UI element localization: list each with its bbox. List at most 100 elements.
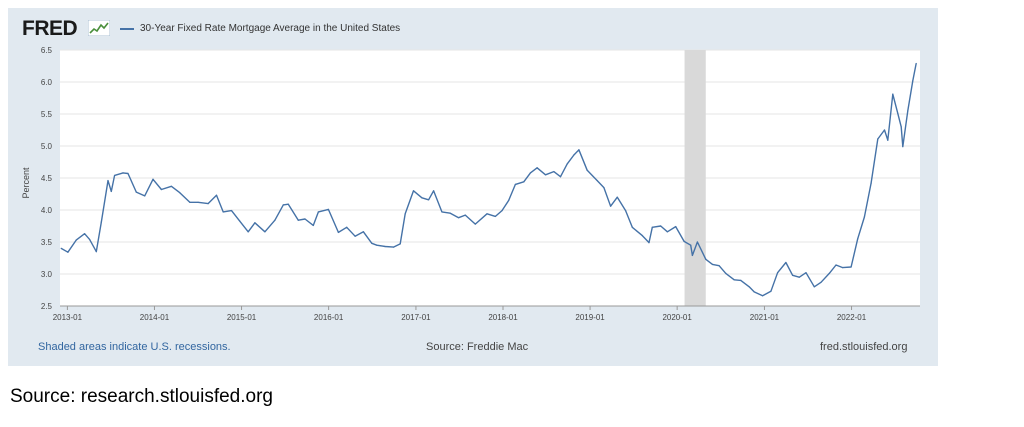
legend-swatch — [120, 27, 134, 30]
data-point — [412, 190, 415, 192]
data-point — [641, 235, 643, 237]
data-point — [254, 222, 256, 224]
data-point — [651, 226, 653, 228]
y-tick-label: 3.5 — [41, 238, 53, 247]
y-tick-label: 3.0 — [41, 270, 53, 279]
data-point — [449, 212, 451, 214]
x-tick-label: 2020-01 — [662, 313, 692, 322]
data-point — [421, 197, 423, 199]
data-point — [536, 167, 538, 169]
data-point — [404, 213, 406, 215]
data-point — [912, 80, 914, 82]
data-point — [725, 272, 727, 274]
data-point — [915, 62, 917, 65]
data-point — [392, 246, 395, 248]
data-point — [371, 242, 373, 244]
data-point — [675, 226, 677, 228]
data-point — [573, 154, 575, 156]
data-point — [127, 172, 129, 175]
data-point — [230, 210, 233, 212]
x-tick-label: 2019-01 — [575, 313, 605, 322]
y-tick-label: 5.5 — [41, 110, 53, 119]
data-point — [842, 267, 844, 269]
data-point — [596, 179, 598, 182]
data-point — [486, 213, 488, 215]
data-point — [152, 178, 154, 180]
data-point — [67, 251, 69, 253]
data-point — [144, 195, 146, 197]
fred-chart-icon — [88, 20, 110, 36]
data-point — [740, 279, 742, 281]
data-point — [805, 272, 807, 274]
data-point — [297, 219, 299, 221]
data-point — [553, 171, 555, 173]
data-point — [337, 231, 339, 233]
data-point — [625, 210, 627, 212]
data-point — [863, 216, 866, 218]
chart-panel: FRED 30-Year Fixed Rate Mortgage Average… — [8, 8, 938, 366]
data-point — [95, 251, 97, 253]
data-point — [850, 266, 852, 268]
data-point — [696, 241, 699, 243]
data-point — [215, 194, 218, 196]
y-axis-label: Percent — [21, 167, 31, 199]
data-point — [523, 181, 525, 183]
data-point — [464, 214, 466, 216]
data-point — [776, 272, 779, 274]
data-point — [458, 217, 460, 219]
data-point — [264, 231, 266, 233]
data-point — [609, 205, 612, 207]
data-point — [514, 183, 517, 185]
data-point — [798, 276, 800, 278]
fred-logo[interactable]: FRED — [22, 17, 78, 40]
site-link[interactable]: fred.stlouisfed.org — [820, 341, 908, 353]
legend-label: 30-Year Fixed Rate Mortgage Average in t… — [140, 23, 401, 34]
series-line — [60, 63, 917, 297]
data-point — [711, 263, 714, 265]
recession-band — [684, 50, 706, 306]
data-point — [813, 286, 815, 288]
recessions-note-link[interactable]: Shaded areas indicate U.S. recessions. — [38, 341, 231, 353]
data-point — [666, 231, 668, 233]
data-point — [616, 196, 618, 198]
data-point — [135, 191, 137, 193]
data-point — [770, 290, 772, 292]
data-point — [207, 203, 209, 205]
data-point — [761, 295, 764, 297]
data-point — [578, 149, 580, 151]
data-point — [427, 199, 430, 201]
data-point — [603, 187, 605, 189]
data-point — [508, 199, 510, 201]
x-tick-label: 2022-01 — [837, 313, 867, 322]
data-point — [820, 281, 822, 283]
data-point — [317, 211, 319, 213]
data-point — [304, 218, 306, 220]
data-point — [60, 247, 62, 249]
data-point — [170, 185, 173, 187]
data-point — [122, 172, 124, 174]
data-point — [362, 231, 365, 233]
data-point — [239, 220, 241, 222]
data-point — [705, 258, 707, 260]
data-point — [691, 254, 694, 257]
data-point — [75, 239, 77, 241]
data-point — [160, 188, 162, 191]
data-point — [197, 201, 199, 203]
data-point — [114, 174, 116, 177]
data-point — [733, 279, 735, 281]
data-point — [222, 211, 224, 213]
data-point — [660, 225, 662, 227]
data-point — [648, 242, 650, 244]
data-point — [312, 224, 314, 226]
x-tick-label: 2017-01 — [401, 313, 431, 322]
data-point — [835, 264, 837, 266]
source-label: Source: Freddie Mac — [426, 341, 529, 353]
data-point — [529, 172, 532, 174]
data-point — [88, 238, 91, 241]
x-tick-label: 2018-01 — [488, 313, 518, 322]
data-point — [690, 244, 692, 246]
data-point — [179, 192, 181, 194]
data-point — [474, 223, 476, 225]
data-point — [785, 261, 787, 264]
y-tick-label: 4.0 — [41, 206, 53, 215]
